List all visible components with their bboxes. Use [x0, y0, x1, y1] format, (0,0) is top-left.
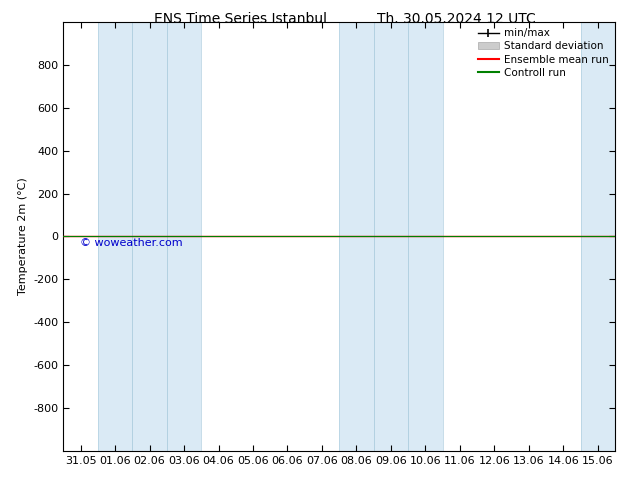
Legend: min/max, Standard deviation, Ensemble mean run, Controll run: min/max, Standard deviation, Ensemble me…	[474, 24, 613, 82]
Y-axis label: Temperature 2m (°C): Temperature 2m (°C)	[18, 177, 28, 295]
Bar	[133, 22, 167, 451]
Bar	[408, 22, 443, 451]
Text: © woweather.com: © woweather.com	[80, 238, 183, 248]
Bar	[167, 22, 202, 451]
Text: Th. 30.05.2024 12 UTC: Th. 30.05.2024 12 UTC	[377, 12, 536, 26]
Bar	[98, 22, 133, 451]
Bar	[373, 22, 408, 451]
Text: ENS Time Series Istanbul: ENS Time Series Istanbul	[155, 12, 327, 26]
Bar	[581, 22, 615, 451]
Bar	[339, 22, 373, 451]
